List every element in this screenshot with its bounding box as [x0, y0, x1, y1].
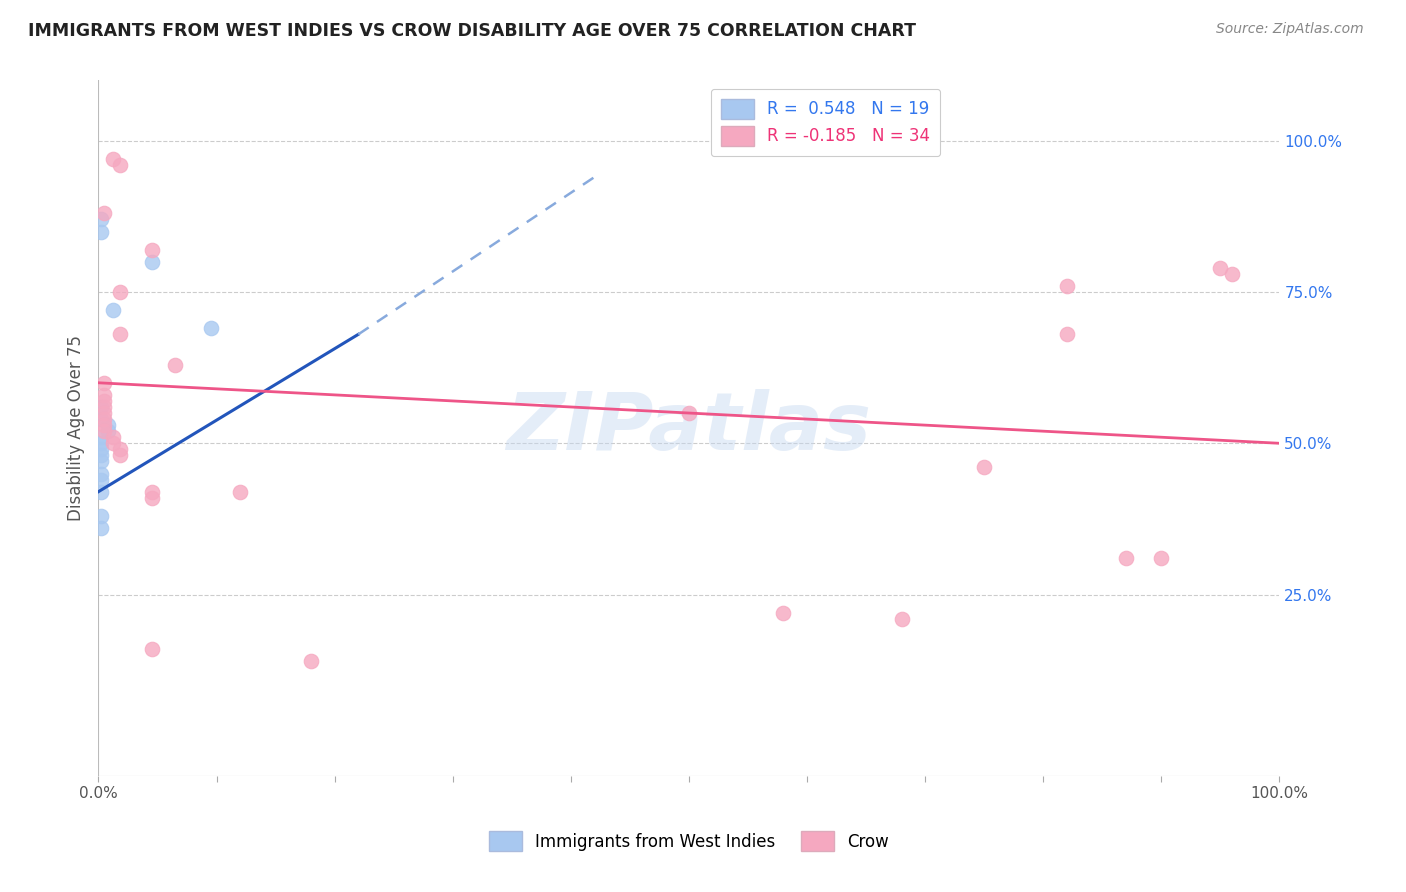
Point [90, 225, 112, 239]
Point [1056, 327, 1078, 342]
Point [1220, 267, 1243, 281]
Point [93, 412, 115, 426]
Point [108, 327, 131, 342]
Point [101, 152, 124, 166]
Point [93, 388, 115, 402]
Point [141, 484, 163, 499]
Point [90, 400, 112, 414]
Point [90, 212, 112, 227]
Point [93, 393, 115, 408]
Point [97, 424, 120, 438]
Point [90, 467, 112, 481]
Point [1056, 279, 1078, 293]
Point [101, 303, 124, 318]
Point [90, 521, 112, 535]
Point [108, 449, 131, 463]
Point [90, 454, 112, 468]
Point [1150, 551, 1173, 566]
Y-axis label: Disability Age Over 75: Disability Age Over 75 [66, 335, 84, 521]
Point [165, 358, 187, 372]
Point [97, 418, 120, 433]
Point [1115, 551, 1137, 566]
Point [299, 654, 322, 668]
Point [890, 612, 912, 626]
Point [141, 254, 163, 268]
Point [90, 508, 112, 523]
Point [229, 484, 252, 499]
Point [90, 412, 112, 426]
Point [141, 491, 163, 505]
Point [200, 321, 222, 335]
Point [93, 406, 115, 420]
Point [90, 442, 112, 457]
Point [90, 484, 112, 499]
Point [93, 418, 115, 433]
Text: ZIPatlas: ZIPatlas [506, 389, 872, 467]
Point [108, 442, 131, 457]
Legend: Immigrants from West Indies, Crow: Immigrants from West Indies, Crow [482, 824, 896, 858]
Point [973, 460, 995, 475]
Point [108, 285, 131, 299]
Point [772, 606, 794, 620]
Point [93, 376, 115, 390]
Point [678, 406, 700, 420]
Point [101, 436, 124, 450]
Text: IMMIGRANTS FROM WEST INDIES VS CROW DISABILITY AGE OVER 75 CORRELATION CHART: IMMIGRANTS FROM WEST INDIES VS CROW DISA… [28, 22, 917, 40]
Text: Source: ZipAtlas.com: Source: ZipAtlas.com [1216, 22, 1364, 37]
Point [90, 449, 112, 463]
Point [93, 424, 115, 438]
Point [90, 436, 112, 450]
Point [141, 642, 163, 657]
Point [141, 243, 163, 257]
Point [90, 430, 112, 444]
Point [90, 473, 112, 487]
Point [1209, 260, 1232, 275]
Point [108, 158, 131, 172]
Point [93, 400, 115, 414]
Point [101, 430, 124, 444]
Point [93, 206, 115, 220]
